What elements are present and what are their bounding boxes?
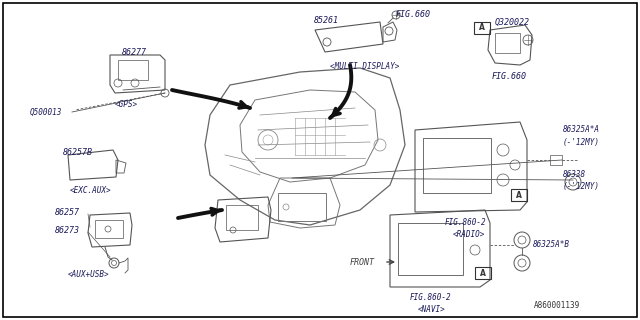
Bar bbox=[474, 22, 490, 34]
Bar bbox=[495, 33, 520, 53]
Text: 86325A*B: 86325A*B bbox=[533, 240, 570, 249]
Bar bbox=[398, 223, 463, 275]
Text: (-'12MY): (-'12MY) bbox=[563, 138, 600, 147]
Text: <NAVI>: <NAVI> bbox=[418, 305, 445, 314]
Text: 86257B: 86257B bbox=[63, 148, 93, 157]
Text: 86273: 86273 bbox=[55, 226, 80, 235]
Text: FIG.860-2: FIG.860-2 bbox=[410, 293, 452, 302]
Text: A860001139: A860001139 bbox=[534, 301, 580, 310]
Text: FRONT: FRONT bbox=[350, 258, 375, 267]
Text: 86277: 86277 bbox=[122, 48, 147, 57]
Bar bbox=[511, 189, 527, 201]
Text: FIG.660: FIG.660 bbox=[396, 10, 431, 19]
Bar bbox=[226, 205, 258, 230]
Text: Q500013: Q500013 bbox=[30, 108, 62, 117]
Text: A: A bbox=[480, 268, 486, 277]
Text: FIG.860-2: FIG.860-2 bbox=[445, 218, 486, 227]
Bar bbox=[118, 60, 148, 80]
Text: <AUX+USB>: <AUX+USB> bbox=[68, 270, 109, 279]
Text: A: A bbox=[479, 23, 485, 33]
Text: <MULTI DISPLAY>: <MULTI DISPLAY> bbox=[330, 62, 399, 71]
Text: 86325A*A: 86325A*A bbox=[563, 125, 600, 134]
Text: <EXC.AUX>: <EXC.AUX> bbox=[70, 186, 111, 195]
Text: Q320022: Q320022 bbox=[495, 18, 530, 27]
Bar bbox=[423, 138, 491, 193]
Bar bbox=[550, 155, 562, 165]
Text: 86257: 86257 bbox=[55, 208, 80, 217]
Text: 85261: 85261 bbox=[314, 16, 339, 25]
Text: <GPS>: <GPS> bbox=[115, 100, 138, 109]
Text: A: A bbox=[516, 190, 522, 199]
Bar bbox=[475, 267, 491, 279]
Bar bbox=[278, 193, 326, 221]
Text: 86338: 86338 bbox=[563, 170, 586, 179]
Bar bbox=[95, 220, 123, 238]
Text: FIG.660: FIG.660 bbox=[492, 72, 527, 81]
Text: (-'12MY): (-'12MY) bbox=[563, 182, 600, 191]
Text: <RADIO>: <RADIO> bbox=[453, 230, 485, 239]
